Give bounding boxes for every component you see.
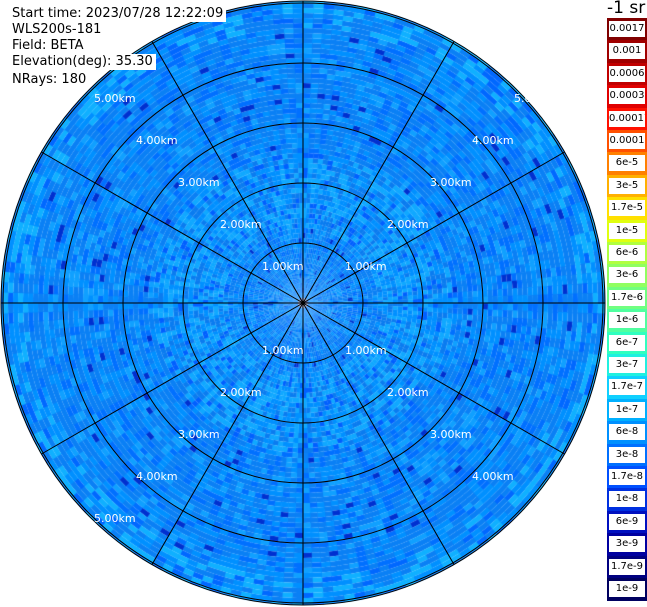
azimuth-spoke xyxy=(302,302,455,565)
start-time-label: Start time: 2023/07/28 12:22:09 xyxy=(12,6,227,22)
colorbar-tick-label: 3e-9 xyxy=(609,536,645,553)
colorbar-tick-label: 6e-6 xyxy=(609,245,645,261)
range-ring-label: 5.00km xyxy=(94,92,136,105)
colorbar-units-title: -1 sr xyxy=(607,0,646,18)
azimuth-spoke xyxy=(151,302,304,565)
colorbar-tick-label: 1e-7 xyxy=(609,401,645,418)
range-ring-label: 2.00km xyxy=(220,218,262,231)
colorbar-tick-label: 1.7e-8 xyxy=(609,469,645,485)
device-label: WLS200s-181 xyxy=(12,22,105,38)
colorbar-tick-label: 6e-9 xyxy=(609,513,645,530)
range-ring-label: 5.00km xyxy=(94,512,136,525)
field-label: Field: BETA xyxy=(12,38,87,54)
colorbar-tick-label: 0.0017 xyxy=(609,21,645,37)
azimuth-spoke xyxy=(41,302,304,455)
range-ring-label: 3.00km xyxy=(178,176,220,189)
colorbar-tick-label: 1e-8 xyxy=(609,491,645,508)
azimuth-spoke xyxy=(302,151,565,304)
azimuth-spoke xyxy=(41,151,304,304)
colorbar-tick-label: 1.7e-6 xyxy=(609,289,645,306)
range-ring-label: 1.00km xyxy=(345,344,387,357)
range-ring-label: 3.00km xyxy=(430,428,472,441)
colorbar-tick-label: 0.0006 xyxy=(609,65,645,82)
azimuth-spoke xyxy=(151,41,304,304)
colorbar-tick-label: 0.001 xyxy=(609,43,645,60)
colorbar-tick-label: 1e-5 xyxy=(609,222,645,239)
range-ring-label: 3.00km xyxy=(430,176,472,189)
colorbar-tick-label: 3e-7 xyxy=(609,357,645,373)
azimuth-spoke xyxy=(302,302,565,455)
range-ring-label: 1.00km xyxy=(262,260,304,273)
colorbar-tick-label: 0.0003 xyxy=(609,88,645,105)
colorbar-tick-label: 0.0001 xyxy=(609,133,645,149)
colorbar-tick-label: 3e-6 xyxy=(609,267,645,284)
colorbar-tick-label: 1.7e-5 xyxy=(609,200,645,217)
colorbar-tick-label: 1.7e-7 xyxy=(609,379,645,396)
colorbar-tick-label: 1e-9 xyxy=(609,581,645,597)
colorbar-tick-label: 1.7e-9 xyxy=(609,558,645,575)
colorbar-tick-label: 3e-5 xyxy=(609,177,645,194)
range-ring-label: 4.00km xyxy=(136,134,178,147)
colorbar-tick-label: 3e-8 xyxy=(609,446,645,463)
range-ring-label: 4.00km xyxy=(136,470,178,483)
range-ring-label: 2.00km xyxy=(387,218,429,231)
range-ring-label: 2.00km xyxy=(220,386,262,399)
colorbar-tick-label: 6e-5 xyxy=(609,155,645,172)
range-ring-label: 1.00km xyxy=(262,344,304,357)
colorbar-tick-label: 1e-6 xyxy=(609,312,645,329)
colorbar-tick-label: 6e-8 xyxy=(609,424,645,441)
colorbar-tick-label: 6e-7 xyxy=(609,334,645,351)
elevation-label: Elevation(deg): 35.30 xyxy=(12,54,156,70)
colorbar-tick-label: 0.00017 xyxy=(609,110,645,127)
range-ring-label: 3.00km xyxy=(178,428,220,441)
range-ring-label: 1.00km xyxy=(345,260,387,273)
range-ring-label: 4.00km xyxy=(472,470,514,483)
range-ring-label: 2.00km xyxy=(387,386,429,399)
nrays-label: NRays: 180 xyxy=(12,72,90,88)
range-ring-label: 4.00km xyxy=(472,134,514,147)
range-ring-label: 5.0 xyxy=(514,92,532,105)
azimuth-spoke xyxy=(302,41,455,304)
